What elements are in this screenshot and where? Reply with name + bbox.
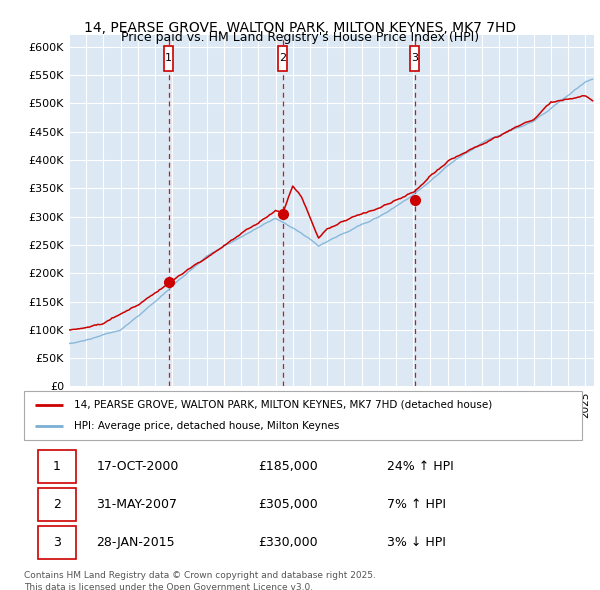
Text: 17-OCT-2000: 17-OCT-2000 — [97, 460, 179, 473]
Text: £305,000: £305,000 — [259, 498, 318, 511]
Text: 14, PEARSE GROVE, WALTON PARK, MILTON KEYNES, MK7 7HD (detached house): 14, PEARSE GROVE, WALTON PARK, MILTON KE… — [74, 399, 493, 409]
Text: 2: 2 — [279, 53, 286, 63]
Text: HPI: Average price, detached house, Milton Keynes: HPI: Average price, detached house, Milt… — [74, 421, 340, 431]
Text: Price paid vs. HM Land Registry's House Price Index (HPI): Price paid vs. HM Land Registry's House … — [121, 31, 479, 44]
Text: 14, PEARSE GROVE, WALTON PARK, MILTON KEYNES, MK7 7HD: 14, PEARSE GROVE, WALTON PARK, MILTON KE… — [84, 21, 516, 35]
FancyBboxPatch shape — [38, 450, 76, 483]
Text: 24% ↑ HPI: 24% ↑ HPI — [387, 460, 454, 473]
Text: 28-JAN-2015: 28-JAN-2015 — [97, 536, 175, 549]
FancyBboxPatch shape — [410, 46, 419, 71]
Text: 3% ↓ HPI: 3% ↓ HPI — [387, 536, 446, 549]
Text: Contains HM Land Registry data © Crown copyright and database right 2025.
This d: Contains HM Land Registry data © Crown c… — [24, 571, 376, 590]
FancyBboxPatch shape — [24, 391, 582, 440]
FancyBboxPatch shape — [38, 526, 76, 559]
FancyBboxPatch shape — [278, 46, 287, 71]
Text: 1: 1 — [165, 53, 172, 63]
FancyBboxPatch shape — [38, 488, 76, 521]
Text: 7% ↑ HPI: 7% ↑ HPI — [387, 498, 446, 511]
Text: £185,000: £185,000 — [259, 460, 318, 473]
FancyBboxPatch shape — [164, 46, 173, 71]
Text: 3: 3 — [53, 536, 61, 549]
Text: £330,000: £330,000 — [259, 536, 318, 549]
Text: 31-MAY-2007: 31-MAY-2007 — [97, 498, 178, 511]
Text: 1: 1 — [53, 460, 61, 473]
Text: 3: 3 — [411, 53, 418, 63]
Text: 2: 2 — [53, 498, 61, 511]
